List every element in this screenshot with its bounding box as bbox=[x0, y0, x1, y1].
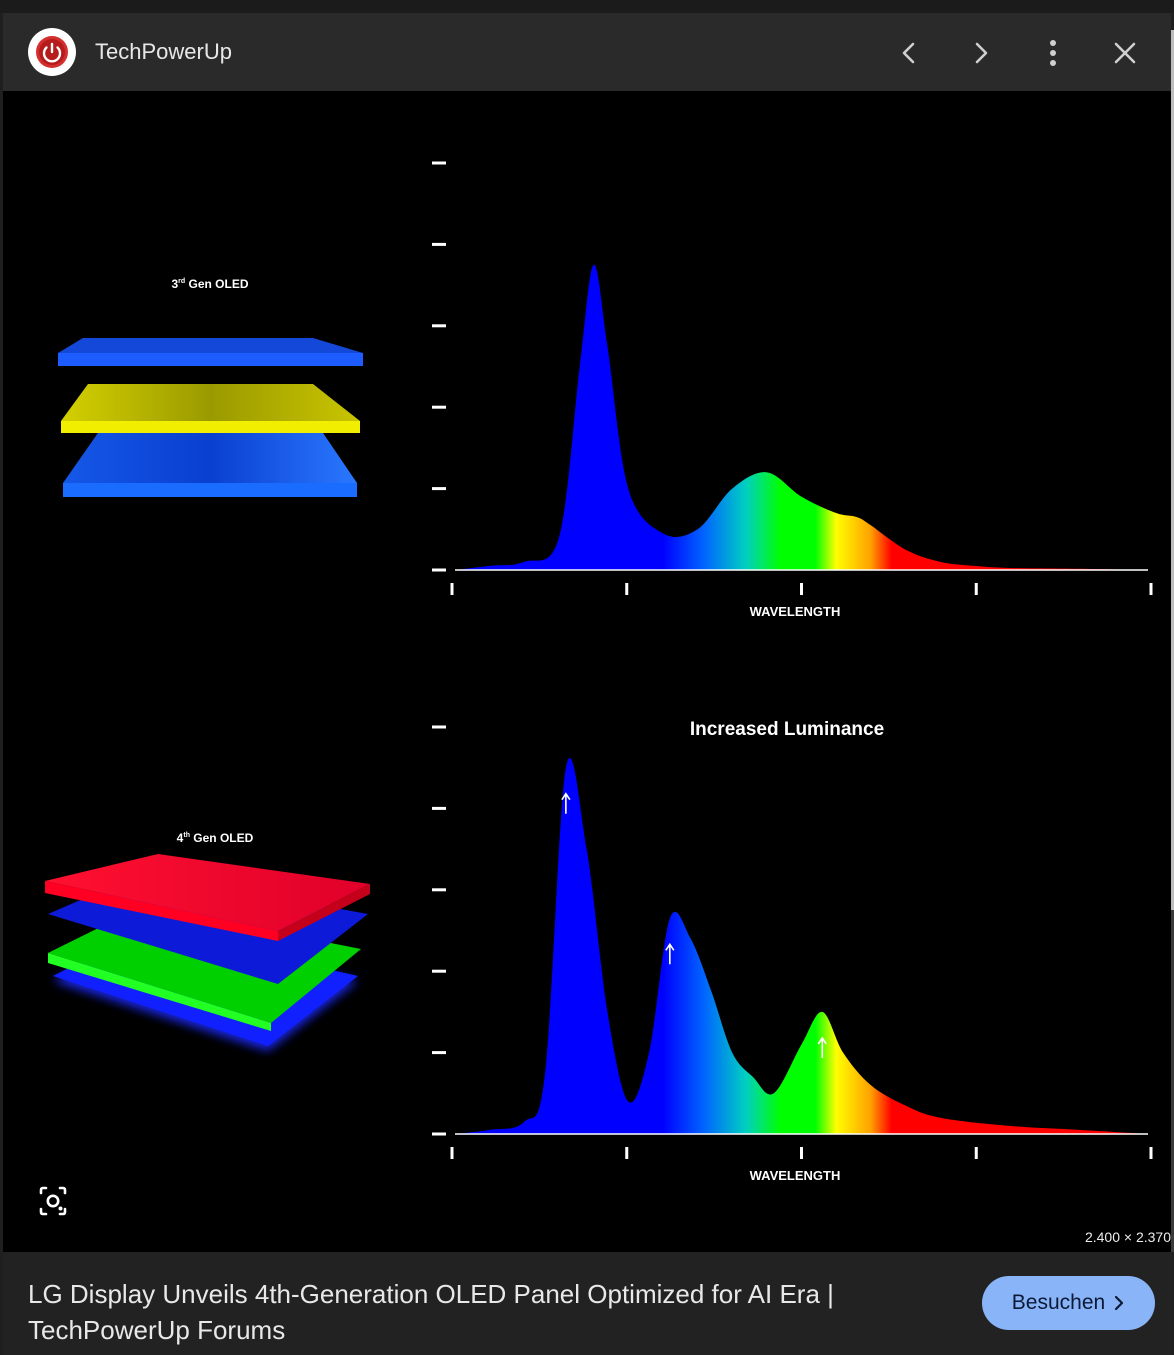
y-axis-tick bbox=[432, 161, 446, 165]
close-icon bbox=[1114, 42, 1136, 64]
x-axis-tick bbox=[800, 583, 803, 595]
y-axis-tick bbox=[432, 969, 446, 973]
visit-button[interactable]: Besuchen bbox=[982, 1276, 1155, 1330]
annotation-increased-luminance: Increased Luminance bbox=[690, 719, 884, 740]
image-dimensions: 2.400 × 2.370 bbox=[1084, 1229, 1171, 1245]
scrollbar-thumb[interactable] bbox=[1171, 30, 1174, 910]
oled-spectrum-figure: 3rd Gen OLED 4th Gen OLED bbox=[45, 161, 1153, 1183]
blue-layer-edge bbox=[63, 483, 357, 497]
x-axis-label: WAVELENGTH bbox=[750, 604, 841, 619]
blue-layer-top-edge bbox=[58, 353, 363, 366]
up-arrow-icon bbox=[665, 942, 675, 965]
x-axis-tick bbox=[450, 1147, 454, 1159]
red-layer bbox=[45, 854, 370, 931]
y-axis-tick bbox=[432, 1051, 446, 1055]
red-layer-edge bbox=[45, 881, 278, 941]
more-options-button[interactable] bbox=[1033, 33, 1073, 73]
y-axis-tick bbox=[432, 242, 446, 246]
image-caption-link[interactable]: LG Display Unveils 4th-Generation OLED P… bbox=[28, 1279, 834, 1345]
up-arrow-icon bbox=[561, 792, 571, 814]
top-strip bbox=[0, 0, 1174, 13]
y-axis-tick bbox=[432, 806, 446, 810]
chevron-right-icon bbox=[1115, 1295, 1124, 1311]
x-axis-tick bbox=[800, 1147, 803, 1159]
y-axis-tick bbox=[432, 405, 446, 409]
y-axis-tick bbox=[432, 487, 446, 491]
oled-stack-3rd-gen: 3rd Gen OLED bbox=[58, 277, 363, 497]
x-axis-tick bbox=[1149, 1147, 1153, 1159]
next-button[interactable] bbox=[961, 33, 1001, 73]
spectrum-area bbox=[455, 264, 1148, 570]
visit-button-label: Besuchen bbox=[1011, 1291, 1106, 1314]
x-axis-tick bbox=[1149, 583, 1153, 595]
spectrum-chart-4th-gen: WAVELENGTH bbox=[432, 725, 1153, 1183]
panel-label-4th-gen: 4th Gen OLED bbox=[177, 831, 254, 845]
site-name[interactable]: TechPowerUp bbox=[95, 39, 232, 64]
lens-search-button[interactable] bbox=[33, 1181, 73, 1221]
spectrum-area bbox=[455, 757, 1148, 1134]
viewer-header: TechPowerUp bbox=[3, 13, 1171, 91]
x-axis-tick bbox=[625, 1147, 629, 1159]
site-logo[interactable] bbox=[28, 28, 76, 76]
previous-button[interactable] bbox=[889, 33, 929, 73]
blue-layer-top bbox=[58, 338, 363, 353]
yellow-layer-edge bbox=[61, 421, 360, 433]
y-axis-tick bbox=[432, 888, 446, 892]
chevron-left-icon bbox=[902, 42, 915, 64]
preview-image[interactable]: 3rd Gen OLED 4th Gen OLED bbox=[3, 91, 1171, 1252]
y-axis-tick bbox=[432, 324, 446, 328]
x-axis-tick bbox=[974, 583, 978, 595]
x-axis-tick bbox=[450, 583, 454, 595]
red-layer-side bbox=[278, 884, 370, 941]
up-arrow-icon bbox=[817, 1036, 827, 1058]
green-layer-edge bbox=[48, 953, 271, 1031]
camera-search-icon bbox=[39, 1186, 67, 1216]
oled-stack-4th-gen: 4th Gen OLED bbox=[45, 831, 370, 1051]
y-axis-tick bbox=[432, 568, 446, 572]
panel-label-3rd-gen: 3rd Gen OLED bbox=[171, 277, 248, 291]
blue-layer bbox=[63, 433, 357, 483]
y-axis-tick bbox=[432, 1132, 446, 1136]
viewer-footer: LG Display Unveils 4th-Generation OLED P… bbox=[3, 1252, 1171, 1355]
close-button[interactable] bbox=[1105, 33, 1145, 73]
x-axis-label: WAVELENGTH bbox=[750, 1168, 841, 1183]
x-axis-tick bbox=[974, 1147, 978, 1159]
y-axis-tick bbox=[432, 725, 446, 729]
power-icon bbox=[36, 36, 68, 68]
x-axis-tick bbox=[625, 583, 629, 595]
yellow-layer bbox=[61, 384, 360, 421]
spectrum-chart-3rd-gen: WAVELENGTH bbox=[432, 161, 1153, 619]
chevron-right-icon bbox=[975, 42, 988, 64]
more-vert-icon bbox=[1050, 40, 1056, 66]
